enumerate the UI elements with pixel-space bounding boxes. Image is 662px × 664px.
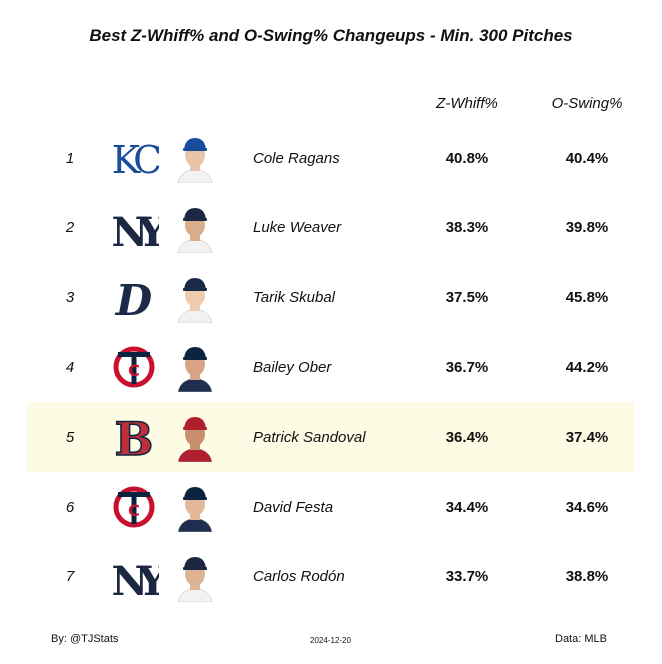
row-rank: 7 — [65, 568, 75, 586]
min-twins-logo-icon: C — [105, 332, 163, 402]
svg-text:C: C — [128, 361, 140, 380]
det-tigers-logo-icon: D — [105, 263, 163, 333]
row-rank: 3 — [65, 289, 75, 307]
z-whiff-value: 38.3% — [445, 219, 489, 237]
o-swing-value: 45.8% — [565, 289, 609, 307]
svg-text:D: D — [115, 276, 153, 323]
player-name: Luke Weaver — [253, 219, 342, 237]
o-swing-value: 38.8% — [565, 568, 609, 586]
player-headshot — [170, 332, 220, 402]
z-whiff-value: 37.5% — [445, 289, 489, 307]
chart-title: Best Z-Whiff% and O-Swing% Changeups - M… — [89, 26, 573, 45]
table-row: 5 B Patrick Sandoval 36.4% 37.4% — [27, 402, 634, 473]
ny-yankees-logo-icon: NY — [105, 193, 163, 263]
row-rank: 5 — [65, 428, 75, 446]
z-whiff-value: 36.7% — [445, 358, 489, 376]
row-rank: 1 — [65, 149, 75, 167]
z-whiff-value: 40.8% — [445, 149, 489, 167]
column-header-o-swing: O-Swing% — [551, 95, 623, 112]
table-row: 2 NY Luke Weaver 38.3% 39.8% — [0, 193, 662, 263]
o-swing-value: 44.2% — [565, 358, 609, 376]
row-rank: 6 — [65, 498, 75, 516]
player-headshot — [170, 193, 220, 263]
svg-text:KC: KC — [112, 138, 159, 182]
column-header-z-whiff: Z-Whiff% — [436, 95, 498, 112]
ny-yankees-logo-icon: NY — [105, 542, 163, 612]
row-rank: 4 — [65, 358, 75, 376]
o-swing-value: 34.6% — [565, 498, 609, 516]
z-whiff-value: 34.4% — [445, 498, 489, 516]
table-row: 6 C David Festa 34.4% 34.6% — [0, 472, 662, 542]
svg-text:NY: NY — [111, 209, 159, 254]
o-swing-value: 37.4% — [565, 428, 609, 446]
svg-text:B: B — [115, 412, 154, 463]
player-name: David Festa — [253, 498, 334, 516]
player-name: Bailey Ober — [253, 358, 332, 376]
o-swing-value: 40.4% — [565, 149, 609, 167]
player-headshot — [170, 263, 220, 333]
player-headshot — [170, 123, 220, 193]
table-row: 7 NY Carlos Rodón 33.7% 38.8% — [0, 542, 662, 612]
footer-date: 2024-12-20 — [310, 636, 351, 645]
table-row: 1 KC Cole Ragans 40.8% 40.4% — [0, 123, 662, 193]
player-headshot — [170, 542, 220, 612]
footer-source: Data: MLB — [555, 633, 607, 645]
z-whiff-value: 36.4% — [445, 428, 489, 446]
footer-author: By: @TJStats — [51, 633, 119, 645]
player-name: Patrick Sandoval — [253, 428, 366, 446]
kc-royals-logo-icon: KC — [105, 123, 163, 193]
table-row: 3 D Tarik Skubal 37.5% 45.8% — [0, 263, 662, 333]
player-headshot — [170, 472, 220, 542]
player-name: Tarik Skubal — [253, 289, 335, 307]
min-twins-logo-icon: C — [105, 472, 163, 542]
table-row: 4 C Bailey Ober 36.7% 44.2% — [0, 332, 662, 402]
player-headshot — [170, 402, 220, 472]
bos-redsox-logo-icon: B — [105, 402, 163, 472]
o-swing-value: 39.8% — [565, 219, 609, 237]
row-rank: 2 — [65, 219, 75, 237]
svg-text:C: C — [128, 501, 140, 520]
z-whiff-value: 33.7% — [445, 568, 489, 586]
player-name: Cole Ragans — [253, 149, 340, 167]
svg-text:NY: NY — [111, 558, 159, 603]
player-name: Carlos Rodón — [253, 568, 345, 586]
